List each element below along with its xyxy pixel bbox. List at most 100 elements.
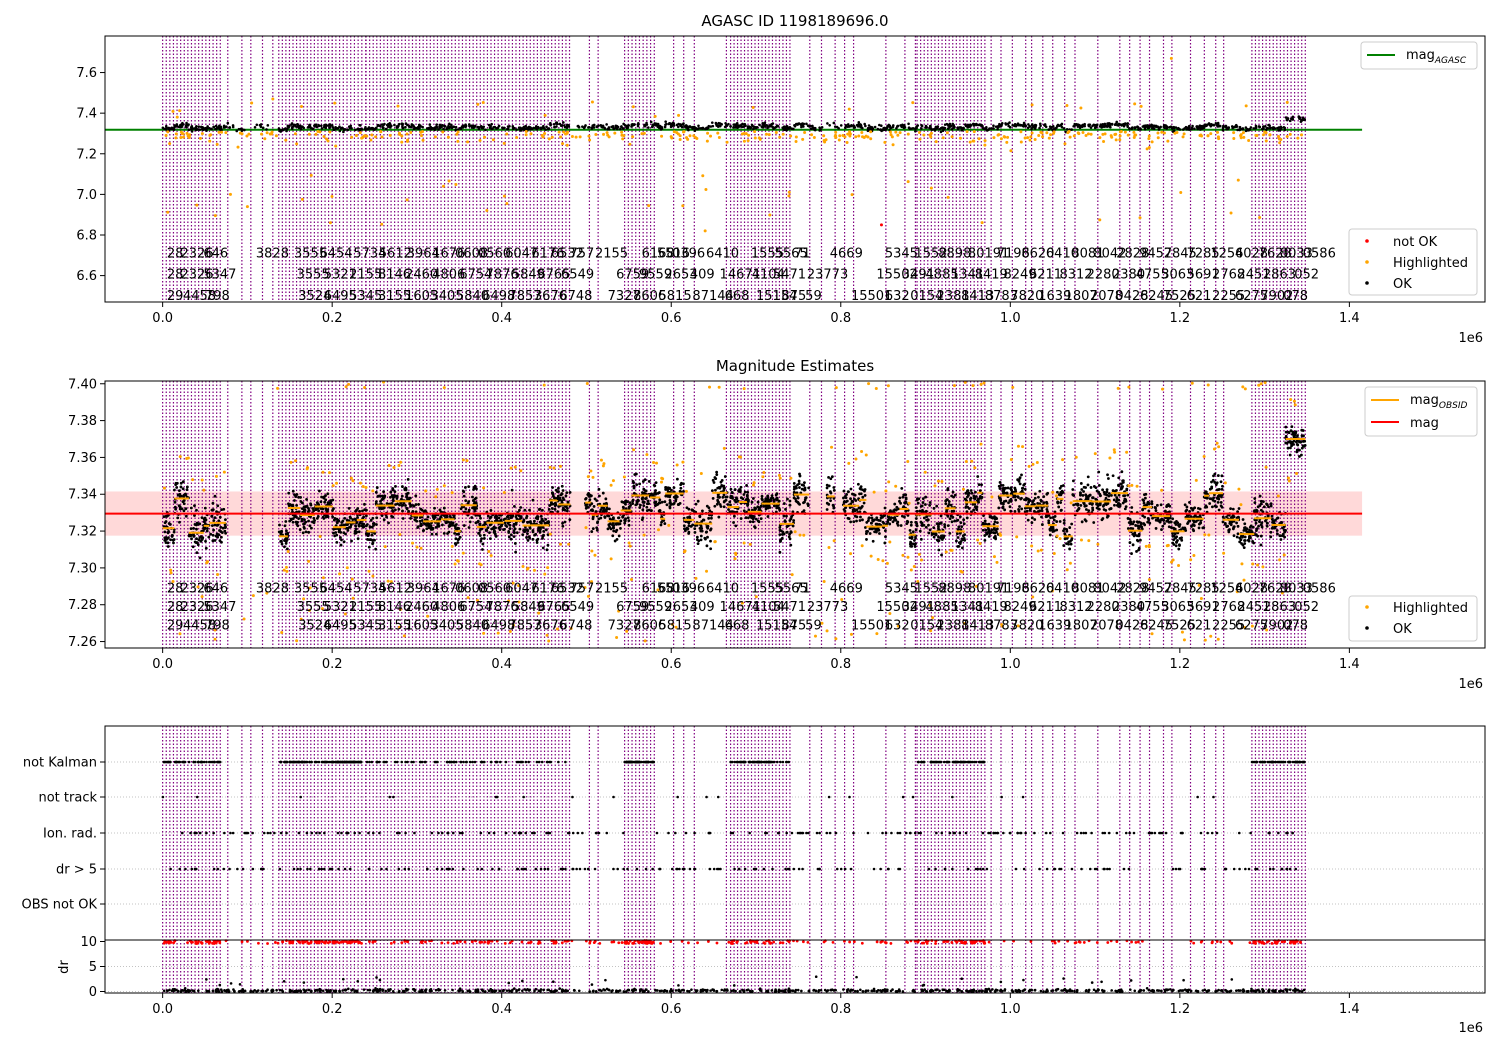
magnitude-ok-point xyxy=(674,494,678,498)
agasc-obsid-label: 1605 xyxy=(405,289,438,304)
magnitude-ok-point xyxy=(832,486,836,489)
magnitude-ok-point xyxy=(653,501,657,504)
agasc-highlighted-point xyxy=(215,142,219,146)
agasc-highlighted-point xyxy=(358,131,362,135)
magnitude-ok-point xyxy=(387,521,390,525)
agasc-ok-point xyxy=(308,125,312,129)
magnitude-ok-point xyxy=(739,485,743,489)
agasc-obsid-label: 9457 xyxy=(1139,246,1172,261)
agasc-ok-point xyxy=(282,128,285,132)
magnitude-ok-point xyxy=(212,528,215,532)
magnitude-ok-point xyxy=(994,536,997,540)
agasc-ok-point xyxy=(462,124,465,128)
magnitude-ok-point xyxy=(339,543,343,547)
magnitude-ok-point xyxy=(531,529,535,532)
magnitude-ok-point xyxy=(584,503,588,507)
agasc-ok-point xyxy=(610,125,613,129)
magnitude-ok-point xyxy=(956,527,960,531)
magnitude-ok-point xyxy=(632,481,636,485)
magnitude-ok-point xyxy=(1001,506,1005,510)
agasc-ok-point xyxy=(265,128,268,131)
agasc-ok-point xyxy=(1056,123,1060,127)
magnitude-ok-point xyxy=(792,519,796,522)
agasc-highlighted-point xyxy=(466,140,470,144)
magnitude-ok-point xyxy=(448,514,452,518)
magnitude-ok-point xyxy=(750,508,754,512)
agasc-ok-point xyxy=(1264,128,1268,132)
agasc-ok-point xyxy=(479,125,483,128)
agasc-ok-point xyxy=(442,127,445,131)
magnitude-ok-point xyxy=(924,495,928,499)
magnitude-ok-point xyxy=(217,519,221,523)
agasc-highlighted-point xyxy=(848,134,852,138)
magnitude-ok-point xyxy=(887,516,891,520)
agasc-highlighted-point xyxy=(370,133,374,137)
magnitude-highlighted-point xyxy=(487,550,491,554)
agasc-highlighted-point xyxy=(620,130,624,134)
magnitude-ok-point xyxy=(219,525,223,529)
magnitude-ok-point xyxy=(889,509,892,513)
magnitude-highlighted-point xyxy=(917,552,921,556)
agasc-ok-point xyxy=(651,123,654,127)
magnitude-ok-point xyxy=(210,524,214,527)
agasc-highlighted-point xyxy=(685,136,689,140)
magnitude-ok-point xyxy=(319,500,323,504)
magnitude-ok-point xyxy=(433,506,436,510)
agasc-ok-point xyxy=(620,125,623,128)
magnitude-ok-point xyxy=(806,504,810,507)
magnitude-ok-point xyxy=(508,527,512,530)
magnitude-ok-point xyxy=(354,531,358,535)
magnitude-ok-point xyxy=(666,493,670,497)
magnitude-ok-point xyxy=(489,537,492,541)
magnitude-ok-point xyxy=(371,539,374,542)
agasc-highlighted-point xyxy=(1150,140,1154,144)
agasc-ok-point xyxy=(693,129,697,133)
magnitude-ok-point xyxy=(178,492,182,496)
magnitude-highlighted-point xyxy=(335,481,339,485)
magnitude-ok-point xyxy=(535,541,539,544)
magnitude-ok-point xyxy=(844,506,848,510)
magnitude-ok-point xyxy=(284,532,288,536)
magnitude-ok-point xyxy=(744,498,748,502)
agasc-highlighted-point xyxy=(972,130,976,134)
agasc-ok-point xyxy=(866,127,870,131)
magnitude-ok-point xyxy=(307,530,311,534)
magnitude-ok-point xyxy=(288,519,292,523)
magnitude-highlighted-point xyxy=(589,469,593,473)
magnitude-highlighted-point xyxy=(949,548,953,552)
magnitude-highlighted-point xyxy=(888,540,892,544)
magnitude-ok-point xyxy=(1045,492,1049,496)
agasc-ok-point xyxy=(962,127,965,130)
agasc-ok-point xyxy=(171,127,174,131)
agasc-ok-point xyxy=(259,123,263,126)
agasc-ok-point xyxy=(647,126,650,129)
magnitude-ok-point xyxy=(792,487,796,491)
magnitude-ok-point xyxy=(1038,509,1042,513)
magnitude-ok-point xyxy=(654,489,657,492)
magnitude-ok-point xyxy=(340,521,344,524)
agasc-ok-point xyxy=(1060,125,1064,129)
magnitude-ok-point xyxy=(725,495,729,499)
agasc-highlighted-point xyxy=(236,145,240,149)
agasc-ok-point xyxy=(761,125,764,128)
magnitude-ok-point xyxy=(972,508,976,512)
agasc-ok-point xyxy=(433,128,437,132)
agasc-ok-point xyxy=(481,126,485,130)
magnitude-ok-point xyxy=(877,518,880,522)
magnitude-ok-point xyxy=(415,516,419,519)
agasc-ok-point xyxy=(656,123,660,127)
agasc-ok-point xyxy=(891,125,895,129)
agasc-xtick-label: 0.0 xyxy=(152,311,173,326)
magnitude-ok-point xyxy=(728,500,732,504)
magnitude-highlighted-point xyxy=(289,460,293,464)
magnitude-highlighted-point xyxy=(349,476,353,480)
magnitude-ok-point xyxy=(1030,516,1034,520)
magnitude-ok-point xyxy=(312,509,316,513)
agasc-ok-point xyxy=(599,124,603,127)
magnitude-ok-point xyxy=(914,506,918,509)
agasc-obsid-label: 6410 xyxy=(706,246,739,261)
agasc-highlighted-point xyxy=(247,132,251,136)
magnitude-highlighted-point xyxy=(881,559,885,563)
agasc-ok-point xyxy=(542,124,545,128)
agasc-highlighted-point xyxy=(1019,140,1023,144)
